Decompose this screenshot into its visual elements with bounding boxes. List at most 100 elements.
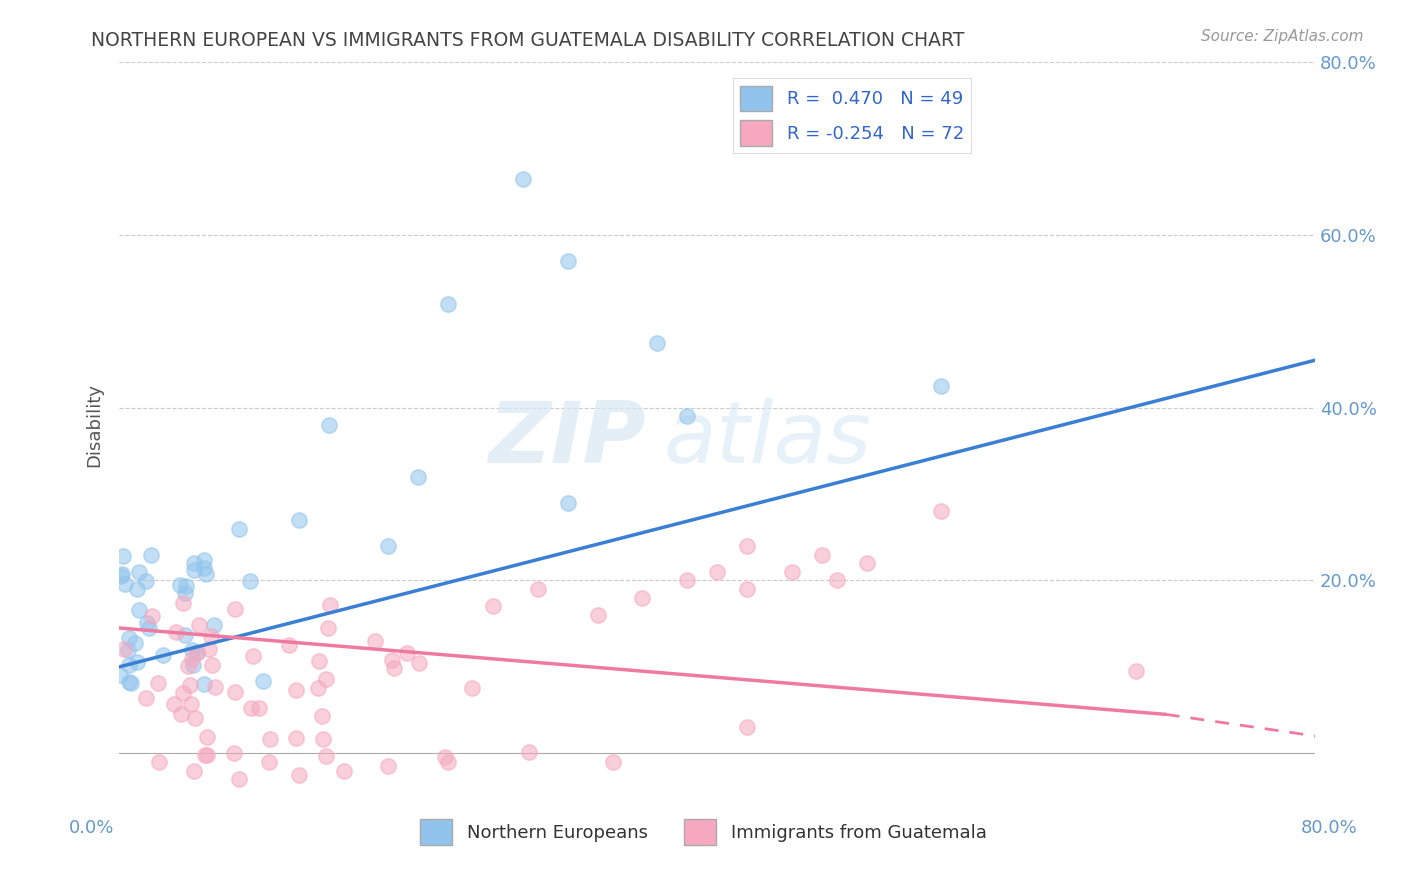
Point <box>135 690 157 705</box>
Point <box>204 680 226 694</box>
Point <box>312 731 335 746</box>
Point <box>252 674 274 689</box>
Point <box>247 701 270 715</box>
Point <box>148 755 170 769</box>
Point <box>112 642 135 657</box>
Text: 0.0%: 0.0% <box>69 819 114 837</box>
Point <box>224 685 246 699</box>
Point <box>318 417 340 432</box>
Point <box>676 574 699 588</box>
Point <box>200 629 222 643</box>
Point <box>676 409 699 424</box>
Point <box>169 578 191 592</box>
Point <box>174 585 197 599</box>
Point <box>602 755 624 769</box>
Point <box>128 603 150 617</box>
Point <box>780 565 803 579</box>
Point <box>181 657 204 672</box>
Point <box>112 549 135 563</box>
Point <box>433 749 456 764</box>
Point <box>228 522 250 536</box>
Point <box>180 652 202 666</box>
Point <box>195 566 218 581</box>
Point <box>172 686 194 700</box>
Point <box>287 768 309 782</box>
Point <box>201 658 224 673</box>
Point <box>186 646 208 660</box>
Point <box>315 749 337 764</box>
Point <box>278 638 301 652</box>
Point <box>931 504 953 518</box>
Point <box>706 565 728 579</box>
Point <box>735 582 758 596</box>
Point <box>224 601 246 615</box>
Point <box>183 556 205 570</box>
Point <box>377 759 399 773</box>
Point <box>586 607 609 622</box>
Point <box>222 746 245 760</box>
Point <box>332 764 354 778</box>
Point <box>735 539 758 553</box>
Point <box>135 616 157 631</box>
Point <box>166 625 188 640</box>
Legend: R =  0.470   N = 49, R = -0.254   N = 72: R = 0.470 N = 49, R = -0.254 N = 72 <box>733 78 972 153</box>
Point <box>239 700 262 714</box>
Point <box>179 678 201 692</box>
Point <box>177 658 200 673</box>
Point <box>174 628 197 642</box>
Point <box>187 617 209 632</box>
Point <box>377 539 399 553</box>
Point <box>128 565 150 579</box>
Point <box>311 708 333 723</box>
Point <box>118 631 141 645</box>
Text: ZIP: ZIP <box>488 398 645 481</box>
Point <box>437 297 460 311</box>
Point <box>180 698 202 712</box>
Point <box>242 648 264 663</box>
Point <box>195 748 218 763</box>
Point <box>135 574 157 589</box>
Point <box>811 548 834 562</box>
Point <box>631 591 654 605</box>
Point <box>285 731 308 745</box>
Point <box>287 513 309 527</box>
Point <box>108 668 131 682</box>
Point <box>124 636 146 650</box>
Point <box>172 596 194 610</box>
Point <box>364 633 387 648</box>
Point <box>512 171 534 186</box>
Point <box>138 621 160 635</box>
Legend: Northern Europeans, Immigrants from Guatemala: Northern Europeans, Immigrants from Guat… <box>412 812 994 852</box>
Point <box>111 567 134 582</box>
Point <box>228 772 250 786</box>
Point <box>315 672 337 686</box>
Point <box>855 556 877 570</box>
Text: atlas: atlas <box>664 398 872 481</box>
Point <box>308 654 330 668</box>
Point <box>148 675 170 690</box>
Point <box>163 697 186 711</box>
Point <box>437 755 460 769</box>
Point <box>194 747 217 762</box>
Point <box>259 732 281 747</box>
Point <box>110 569 132 583</box>
Point <box>461 681 484 696</box>
Point <box>183 764 205 778</box>
Point <box>825 574 848 588</box>
Point <box>117 643 139 657</box>
Point <box>186 645 208 659</box>
Point <box>285 683 308 698</box>
Text: Source: ZipAtlas.com: Source: ZipAtlas.com <box>1201 29 1364 44</box>
Point <box>114 576 136 591</box>
Point <box>141 609 163 624</box>
Point <box>118 657 141 672</box>
Point <box>202 618 225 632</box>
Point <box>141 548 163 562</box>
Point <box>125 656 148 670</box>
Y-axis label: Disability: Disability <box>86 383 103 467</box>
Point <box>482 599 505 614</box>
Point <box>527 582 550 596</box>
Point <box>557 253 579 268</box>
Point <box>307 681 329 696</box>
Point <box>127 582 149 597</box>
